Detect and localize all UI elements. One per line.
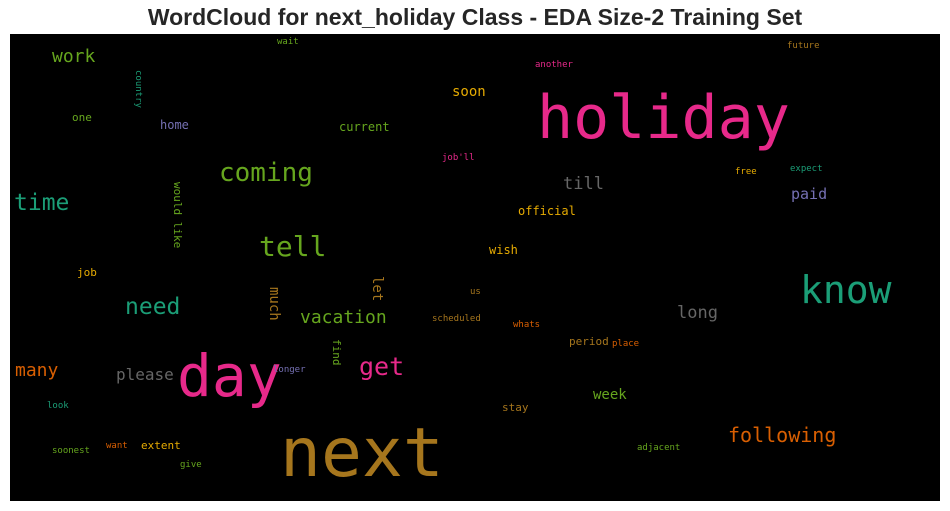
- word-whats: whats: [513, 320, 541, 330]
- word-till: till: [563, 174, 604, 194]
- word-scheduled: scheduled: [432, 314, 481, 324]
- word-job: job: [77, 266, 97, 279]
- word-know: know: [800, 268, 892, 312]
- word-period: period: [569, 335, 609, 348]
- word-stay: stay: [502, 401, 529, 414]
- word-soonest: soonest: [52, 446, 90, 456]
- word-work: work: [52, 46, 96, 67]
- word-look: look: [47, 401, 69, 411]
- word-vacation: vacation: [300, 307, 387, 328]
- word-us: us: [470, 287, 481, 297]
- word-would-like: would like: [171, 182, 184, 249]
- word-time: time: [14, 190, 70, 216]
- word-longer: longer: [273, 365, 306, 375]
- word-long: long: [677, 303, 718, 323]
- word-cloud-canvas: holiday next day know coming tell time need get f…: [10, 34, 940, 501]
- word-country: country: [133, 70, 143, 108]
- word-free: free: [735, 167, 757, 177]
- word-soon: soon: [452, 84, 486, 100]
- word-get: get: [359, 352, 405, 381]
- word-want: want: [106, 441, 128, 451]
- word-let: let: [369, 276, 385, 302]
- word-give: give: [180, 460, 202, 470]
- word-expect: expect: [790, 164, 823, 174]
- word-need: need: [125, 294, 181, 320]
- word-paid: paid: [791, 185, 828, 203]
- word-place: place: [612, 339, 640, 349]
- word-next: next: [280, 414, 444, 493]
- word-wish: wish: [489, 243, 518, 257]
- word-tell: tell: [259, 230, 327, 263]
- word-current: current: [339, 120, 390, 134]
- word-please: please: [116, 365, 174, 384]
- word-day: day: [177, 342, 282, 410]
- word-adjacent: adjacent: [637, 443, 681, 453]
- word-holiday: holiday: [537, 83, 790, 153]
- word-one: one: [72, 111, 92, 124]
- word-find: find: [330, 339, 343, 366]
- word-week: week: [593, 387, 627, 403]
- word-following: following: [728, 423, 837, 447]
- word-official: official: [518, 204, 576, 218]
- word-job-ll: job'll: [442, 153, 475, 163]
- word-another: another: [535, 60, 573, 70]
- chart-title: WordCloud for next_holiday Class - EDA S…: [147, 4, 803, 30]
- word-future: future: [787, 41, 820, 51]
- word-many: many: [15, 360, 59, 381]
- word-much: much: [266, 287, 282, 321]
- word-extent: extent: [141, 439, 181, 452]
- word-coming: coming: [219, 158, 313, 188]
- word-wait: wait: [277, 37, 299, 47]
- word-home: home: [160, 118, 189, 132]
